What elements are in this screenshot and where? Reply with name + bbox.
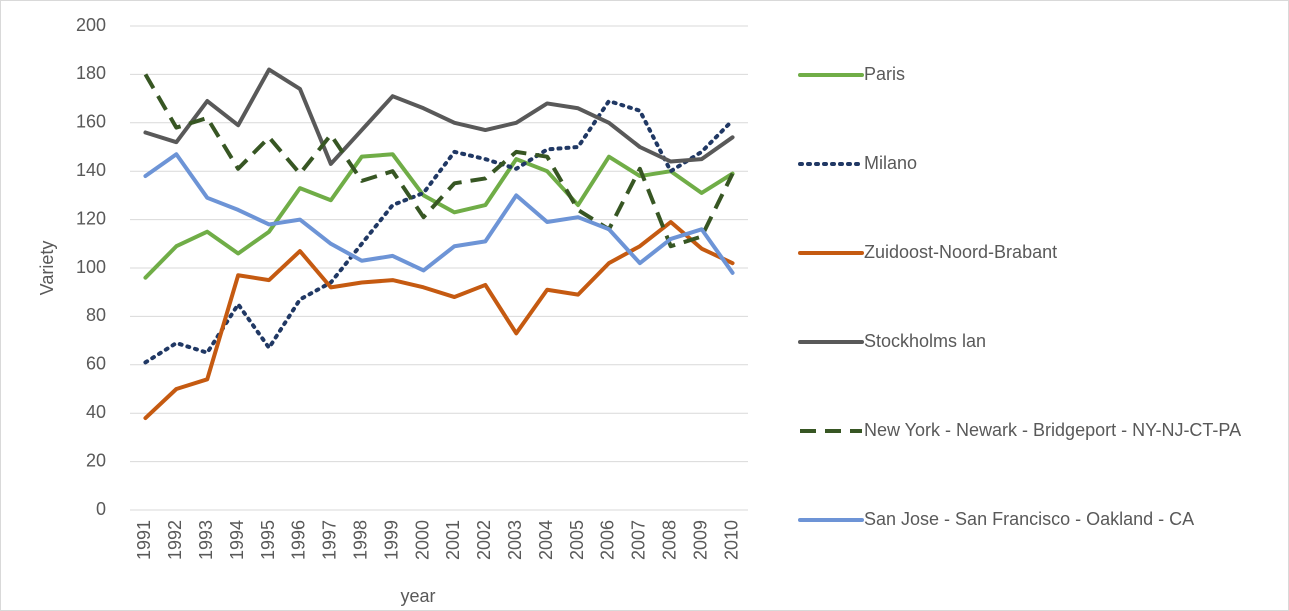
legend-label: Zuidoost-Noord-Brabant [864,242,1058,262]
series-line [143,99,735,365]
x-tick-label: 1997 [320,520,340,560]
x-axis-title: year [400,586,435,606]
x-tick-label: 2000 [412,520,432,560]
y-tick-label: 20 [86,450,106,470]
x-tick-label: 1991 [134,520,154,560]
x-tick-label: 1995 [258,520,278,560]
x-tick-label: 2002 [474,520,494,560]
legend-swatch [798,162,864,166]
legend-swatch [798,251,864,255]
series-line [143,220,735,421]
y-axis-title: Variety [37,241,57,296]
x-tick-label: 2003 [505,520,525,560]
y-tick-label: 40 [86,402,106,422]
series-line [143,67,735,166]
x-tick-label: 1992 [165,520,185,560]
y-tick-label: 160 [76,112,106,132]
y-tick-label: 60 [86,354,106,374]
x-tick-label: 2008 [660,520,680,560]
legend-entry: Milano [798,150,1284,176]
legend-swatch [800,429,862,433]
y-tick-label: 80 [86,305,106,325]
x-tick-label: 2001 [443,520,463,560]
y-tick-label: 0 [96,499,106,519]
series-line [143,73,735,249]
legend-label: Milano [864,153,918,173]
x-tick-label: 2009 [690,520,710,560]
y-tick-label: 140 [76,160,106,180]
x-tick-label: 1994 [227,520,247,560]
x-tick-label: 1993 [196,520,216,560]
legend-label: New York - Newark - Bridgeport - NY-NJ-C… [864,420,1242,440]
legend-swatch [798,340,864,344]
x-tick-label: 2007 [629,520,649,560]
legend-entry: Paris [798,61,1284,87]
series-line [143,152,735,280]
legend-entry: Stockholms lan [798,328,1284,354]
x-tick-label: 1996 [289,520,309,560]
x-tick-label: 2010 [721,520,741,560]
x-tick-label: 2005 [567,520,587,560]
legend-entry: New York - Newark - Bridgeport - NY-NJ-C… [798,417,1289,443]
y-tick-label: 100 [76,257,106,277]
legend-label: Paris [864,64,906,84]
x-tick-label: 1999 [381,520,401,560]
legend-swatch [798,73,864,77]
x-tick-label: 1998 [351,520,371,560]
y-tick-label: 120 [76,208,106,228]
x-tick-label: 2006 [598,520,618,560]
legend-entry: San Jose - San Francisco - Oakland - CA [798,506,1284,532]
y-tick-label: 200 [76,15,106,35]
legend-label: Stockholms lan [864,331,987,351]
series-line [143,152,735,275]
x-tick-label: 2004 [536,520,556,560]
legend-label: San Jose - San Francisco - Oakland - CA [864,509,1195,529]
legend-entry: Zuidoost-Noord-Brabant [798,239,1284,265]
legend-swatch [798,518,864,522]
y-tick-label: 180 [76,63,106,83]
